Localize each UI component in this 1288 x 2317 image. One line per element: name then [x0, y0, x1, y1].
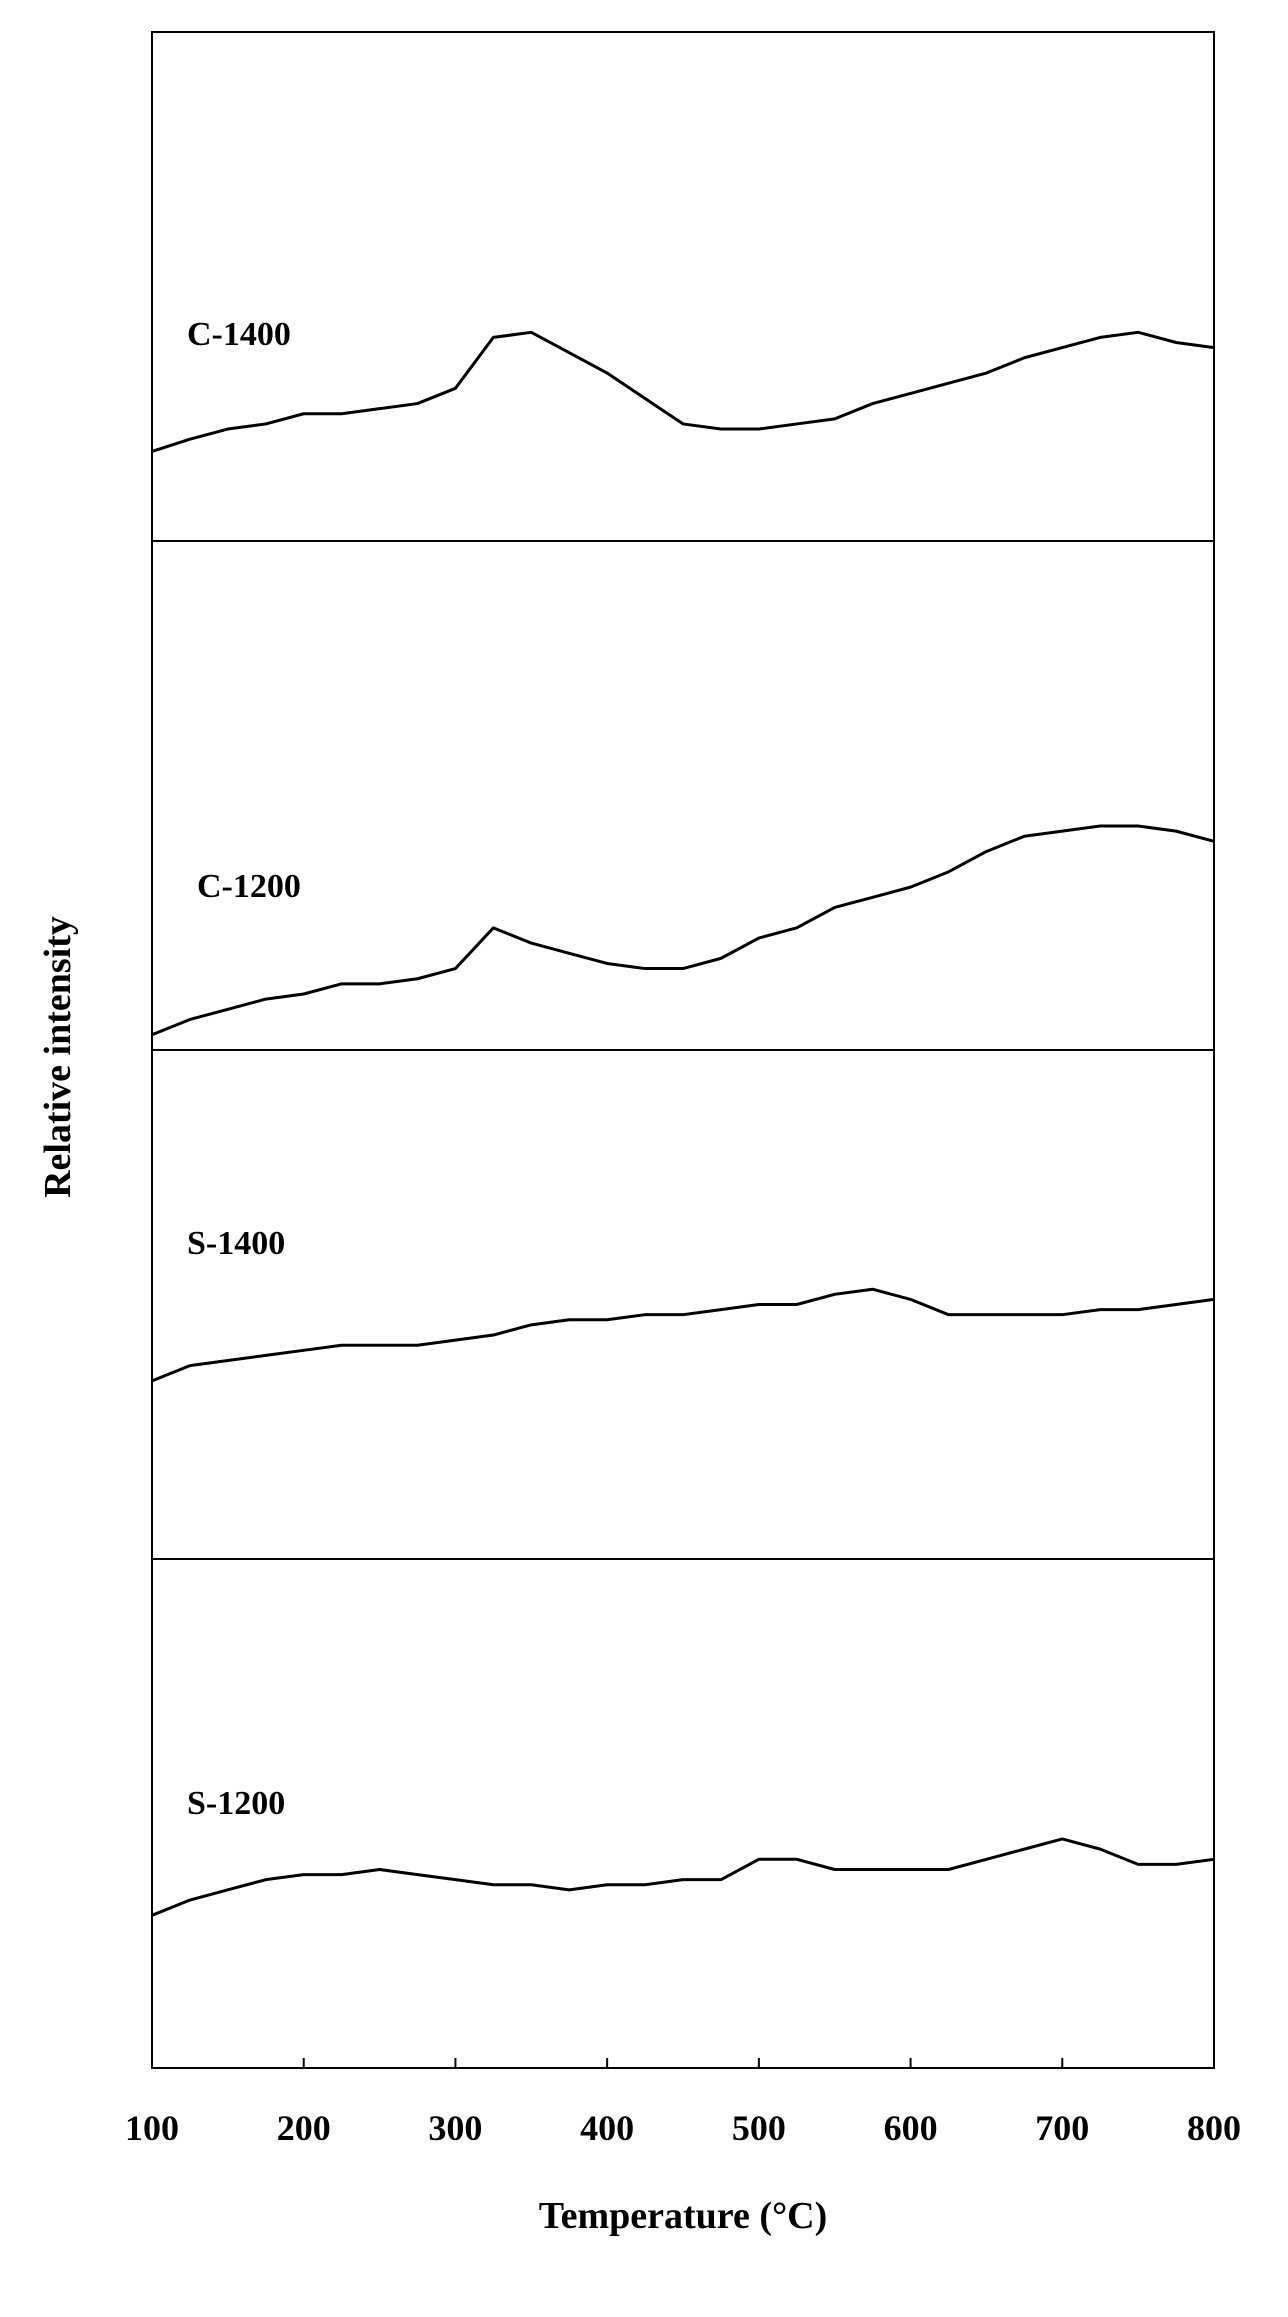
series-label: C-1400	[187, 316, 291, 353]
series-line	[151, 330, 1215, 453]
series-line	[151, 1287, 1215, 1383]
x-tick-label: 800	[1187, 2108, 1241, 2148]
x-axis-title: Temperature (°C)	[539, 2195, 828, 2237]
x-tick-label: 400	[580, 2108, 634, 2148]
x-tick-label: 200	[277, 2108, 331, 2148]
x-tick-label: 300	[428, 2108, 482, 2148]
series-line	[151, 824, 1215, 1037]
x-tick-label: 600	[884, 2108, 938, 2148]
y-axis-title: Relative intensity	[37, 916, 79, 1198]
series-label: S-1200	[187, 1785, 285, 1822]
series-label: S-1400	[187, 1225, 285, 1262]
x-tick-label: 100	[125, 2108, 179, 2148]
x-tick-label: 500	[732, 2108, 786, 2148]
series-line	[151, 1837, 1215, 1917]
series-label: C-1200	[197, 868, 301, 905]
x-tick-label: 700	[1035, 2108, 1089, 2148]
